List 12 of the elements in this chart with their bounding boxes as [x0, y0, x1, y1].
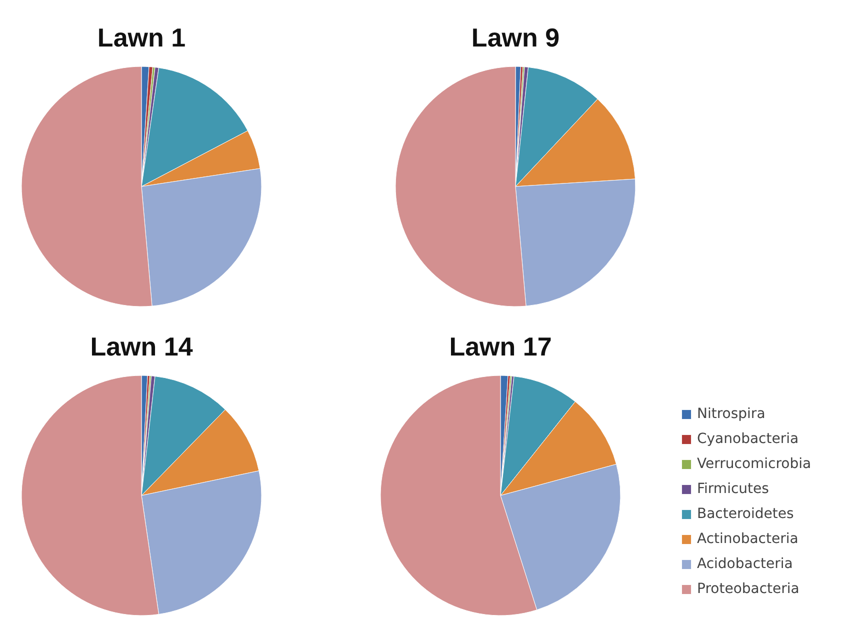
legend-label: Nitrospira: [697, 406, 766, 422]
slice-label: Lawn 17: [449, 332, 552, 362]
slice-label: Lawn 1: [97, 22, 186, 52]
slice-label: Lawn 14: [90, 332, 194, 362]
legend-label: Acidobacteria: [697, 556, 793, 572]
slice-label: Lawn 9: [471, 22, 560, 52]
legend-label: Bacteroidetes: [697, 506, 794, 522]
legend-label: Firmicutes: [697, 481, 769, 497]
legend-label: Proteobacteria: [697, 581, 800, 597]
legend-label: Cyanobacteria: [697, 431, 799, 447]
legend-label: Actinobacteria: [697, 531, 798, 547]
legend-label: Verrucomicrobia: [697, 456, 812, 472]
